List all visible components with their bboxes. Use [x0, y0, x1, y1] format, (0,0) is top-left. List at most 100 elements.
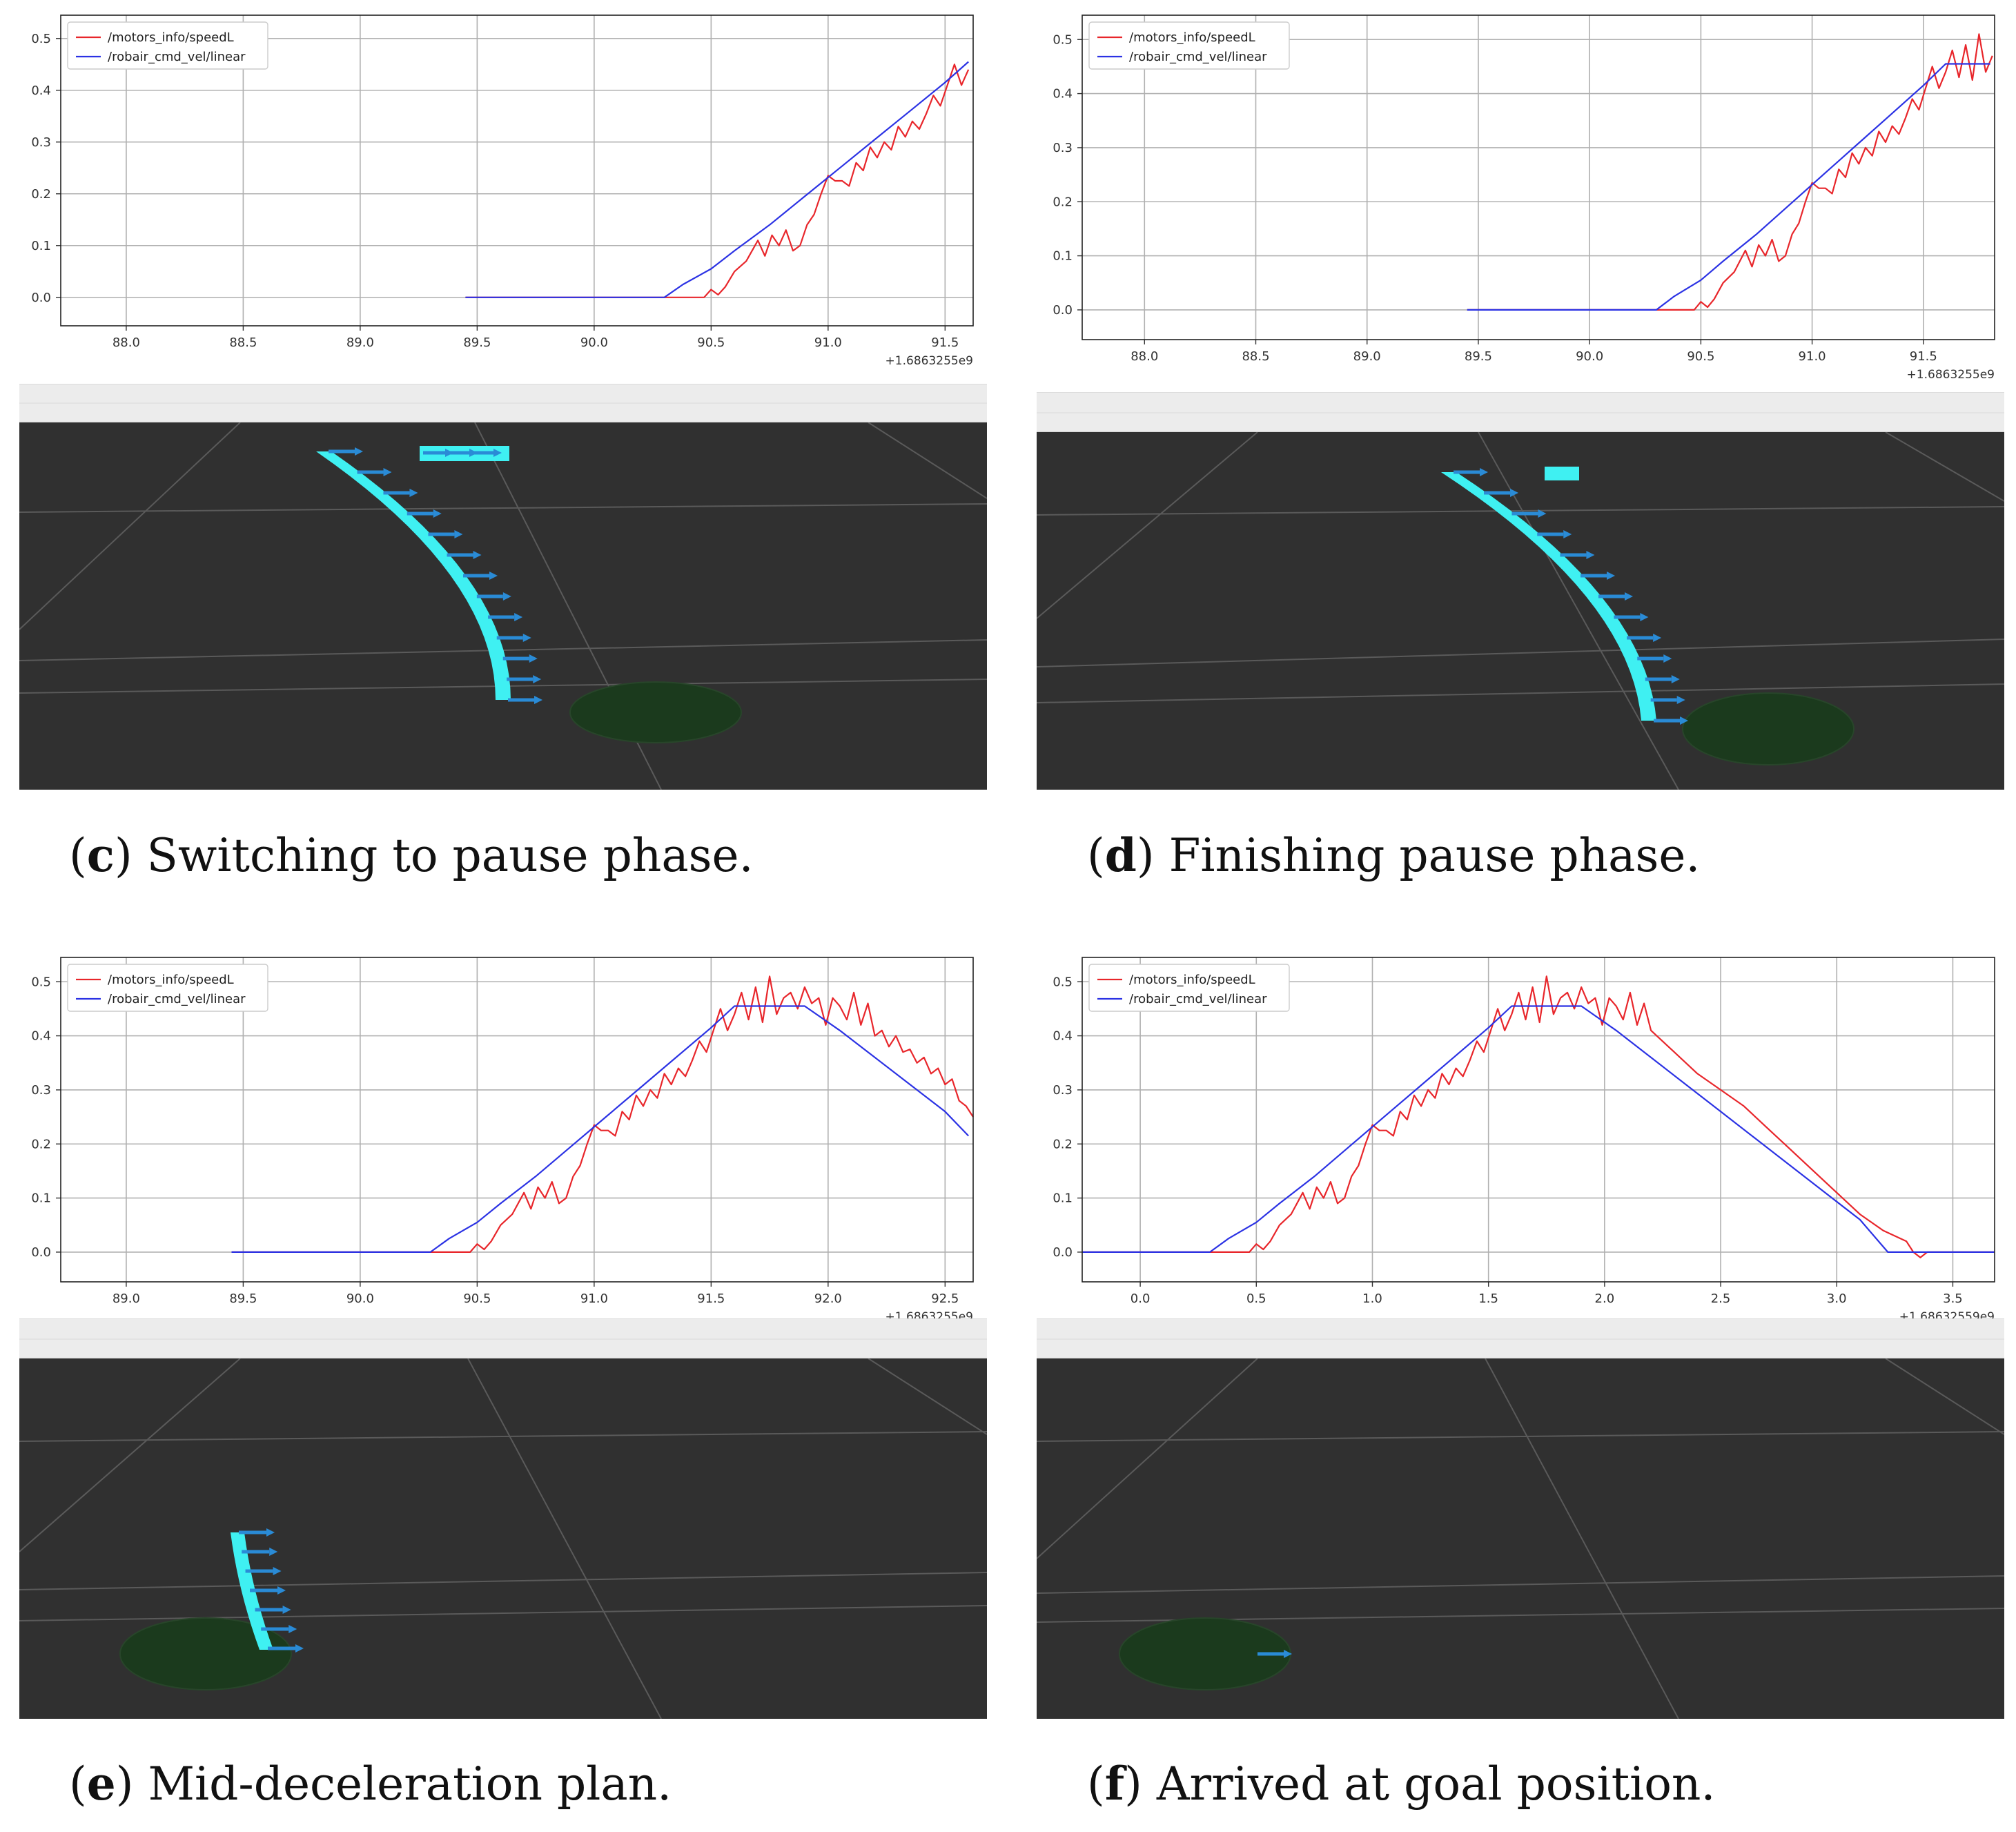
x-tick-label: 89.0: [1353, 349, 1381, 364]
goal-region: [569, 681, 742, 743]
x-tick-label: 88.0: [1131, 349, 1158, 364]
x-tick-label: 88.5: [1242, 349, 1269, 364]
series-motors-speedL: [465, 64, 970, 298]
grid-line: [19, 503, 987, 513]
rviz-scene-canvas[interactable]: [1037, 432, 2004, 790]
velocity-plot-f: 0.0 0.5 1.0 1.5 2.0 2.5 3.0 3.5 0.0 0.1 0.2 0.3 0.4 0…: [1053, 957, 1995, 1324]
y-tick-label: 0.0: [31, 291, 51, 305]
x-tick-label: 92.0: [814, 1292, 842, 1306]
y-tick-label: 0.3: [1053, 141, 1073, 155]
plot-frame: [1082, 14, 1995, 340]
caption-c: (c) Switching to pause phase.: [69, 828, 754, 882]
rviz-3d-view-c: [19, 422, 987, 790]
grid-line: [1885, 1358, 2004, 1435]
y-tick-label: 0.2: [31, 1137, 51, 1151]
y-tick-label: 0.3: [31, 135, 51, 150]
rviz-toolbar-strip-f: [1037, 1318, 2004, 1358]
x-tick-label: 3.5: [1943, 1292, 1963, 1306]
arrow-head: [534, 696, 542, 704]
grid-line: [1037, 506, 2004, 516]
arrow-head: [493, 449, 502, 457]
x-tick-label: 0.5: [1246, 1292, 1266, 1306]
x-tick-label: 91.0: [1799, 349, 1826, 364]
arrow-head: [409, 489, 418, 497]
arrow-head: [288, 1625, 297, 1633]
grid-line: [868, 422, 987, 499]
legend-entry: /motors_info/speedL: [108, 30, 234, 45]
arrow-head: [1510, 489, 1519, 497]
x-tick-label: 89.5: [1465, 349, 1492, 364]
arrow-head: [295, 1644, 304, 1653]
y-tick-label: 0.0: [31, 1245, 51, 1260]
y-tick-label: 0.2: [1053, 195, 1073, 209]
goal-region: [119, 1617, 292, 1690]
series-robair-cmd-vel: [465, 61, 969, 298]
velocity-plot-d: 88.0 88.5 89.0 89.5 90.0 90.5 91.0 91.5 0.0 0.1 0.…: [1053, 14, 1995, 382]
grid-line: [1037, 639, 2004, 667]
arrow-head: [269, 1548, 278, 1556]
x-tick-label: 89.5: [229, 1292, 257, 1306]
arrow-head: [1586, 551, 1595, 559]
rviz-3d-view-d: [1037, 432, 2004, 790]
caption-e: (e) Mid-deceleration plan.: [69, 1757, 672, 1811]
arrow-head: [273, 1567, 282, 1575]
arrow-head: [1625, 592, 1633, 601]
rviz-scene-canvas[interactable]: [19, 1358, 987, 1719]
arrow-head: [1653, 634, 1662, 642]
grid-line: [19, 1572, 987, 1590]
series-robair-cmd-vel: [231, 1005, 969, 1253]
x-tick-label: 89.5: [463, 335, 491, 350]
y-tick-label: 0.3: [31, 1083, 51, 1098]
arrow-head: [473, 551, 482, 559]
path-start-segment: [1545, 467, 1579, 480]
grid-line: [19, 1431, 987, 1442]
x-tick-label: 90.5: [463, 1292, 491, 1306]
x-tick-label: 91.0: [580, 1292, 608, 1306]
rviz-scene-canvas[interactable]: [1037, 1358, 2004, 1719]
legend-entry: /robair_cmd_vel/linear: [1129, 992, 1267, 1006]
y-tick-label: 0.5: [1053, 32, 1073, 47]
x-tick-label: 2.0: [1595, 1292, 1615, 1306]
x-tick-label: 90.0: [580, 335, 608, 350]
arrow-head: [1640, 613, 1649, 621]
rviz-3d-view-f: [1037, 1358, 2004, 1719]
series-robair-cmd-vel: [1082, 1005, 1995, 1253]
arrow-head: [489, 572, 498, 580]
series-motors-speedL: [1467, 33, 1993, 311]
x-tick-label: 1.0: [1362, 1292, 1382, 1306]
arrow-head: [454, 530, 463, 538]
rviz-scene-canvas[interactable]: [19, 422, 987, 790]
x-tick-label: 90.5: [1687, 349, 1714, 364]
grid-line: [1885, 432, 2004, 502]
legend-entry: /motors_info/speedL: [1129, 30, 1255, 45]
arrow-head: [1676, 696, 1685, 704]
y-tick-label: 0.1: [31, 1191, 51, 1206]
rviz-3d-view-e: [19, 1358, 987, 1719]
x-tick-label: 3.0: [1827, 1292, 1847, 1306]
arrow-head: [1663, 654, 1672, 663]
y-tick-label: 0.2: [1053, 1137, 1073, 1151]
legend: /motors_info/speedL/robair_cmd_vel/linea…: [1088, 21, 1290, 70]
x-tick-label: 89.0: [112, 1292, 140, 1306]
y-tick-label: 0.0: [1053, 303, 1073, 318]
arrow-head: [1671, 675, 1680, 683]
y-tick-label: 0.4: [1053, 1029, 1073, 1044]
plot-frame: [60, 957, 974, 1283]
arrow-head: [502, 592, 511, 601]
x-tick-label: 91.5: [931, 335, 959, 350]
arrow-head: [383, 468, 392, 476]
x-tick-label: 90.0: [346, 1292, 374, 1306]
legend: /motors_info/speedL/robair_cmd_vel/linea…: [67, 21, 268, 70]
y-tick-label: 0.5: [31, 975, 51, 989]
y-tick-label: 0.4: [31, 84, 51, 98]
x-tick-label: 2.5: [1711, 1292, 1731, 1306]
x-tick-label: 91.5: [697, 1292, 725, 1306]
arrow-head: [1480, 468, 1488, 476]
x-offset-label: +1.6863255e9: [885, 354, 973, 368]
x-tick-label: 88.0: [112, 335, 140, 350]
arrow-head: [529, 654, 538, 663]
grid-line: [1037, 432, 1258, 619]
grid-line: [1037, 683, 2004, 703]
rviz-toolbar-strip-c: [19, 384, 987, 422]
grid-line: [868, 1358, 987, 1435]
